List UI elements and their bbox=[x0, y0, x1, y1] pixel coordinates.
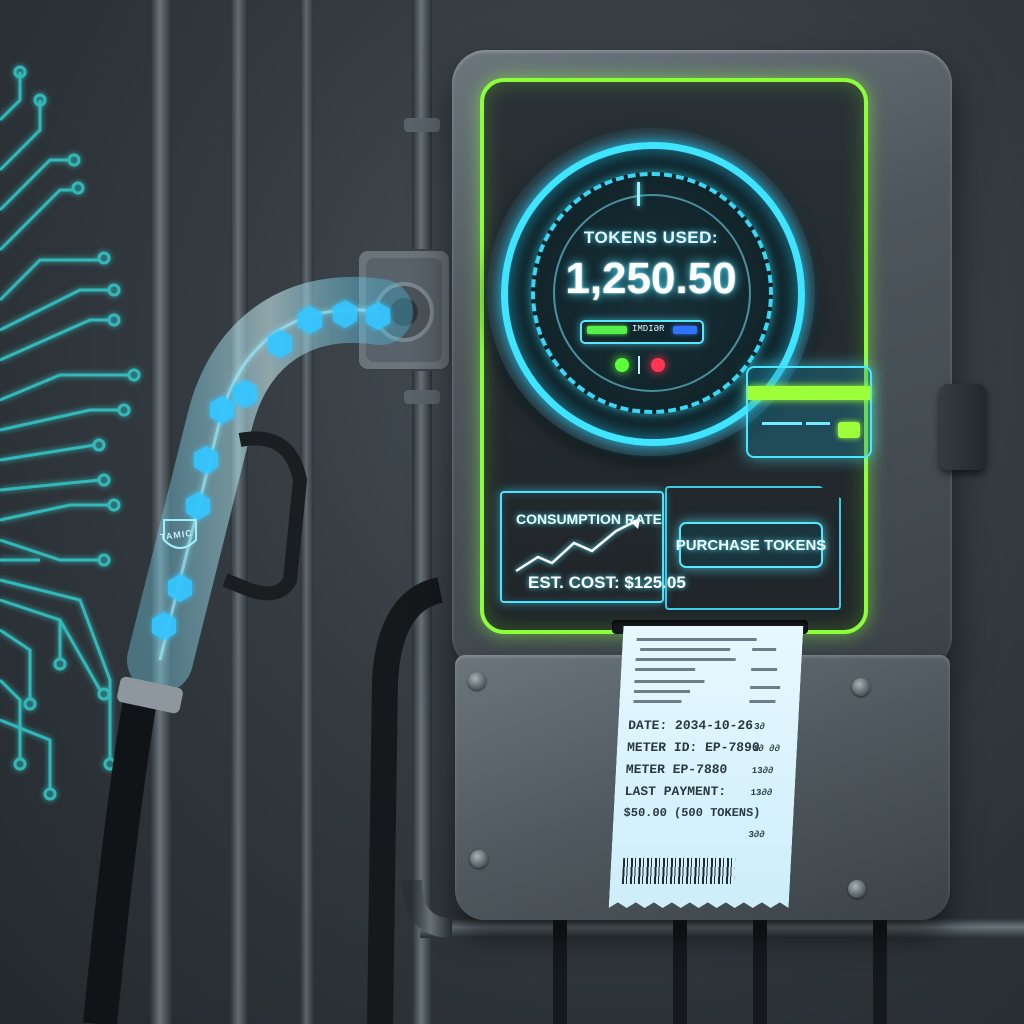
screw-icon bbox=[470, 850, 488, 868]
tokens-used-value: 1,250.50 bbox=[565, 254, 737, 303]
receipt-side-mark: 3∂ bbox=[753, 722, 766, 732]
status-bar-text: IMDIƏR bbox=[632, 324, 665, 334]
gauge-needle bbox=[637, 182, 640, 206]
card-number-line bbox=[762, 422, 802, 425]
receipt-side-mark: 1∂ ∂∂ bbox=[752, 744, 781, 754]
receipt-meter: METER EP-7880 bbox=[625, 762, 728, 777]
status-bar-green bbox=[587, 326, 627, 334]
screw-icon bbox=[468, 672, 486, 690]
purchase-tokens-button[interactable]: PURCHASE TOKENS bbox=[676, 522, 826, 568]
receipt-meter-id: METER ID: EP-7890 bbox=[626, 740, 761, 755]
receipt-side-mark: 13∂∂ bbox=[751, 766, 774, 776]
tokens-used-label: TOKENS USED: bbox=[583, 228, 719, 247]
side-latch bbox=[940, 384, 986, 470]
green-led-icon bbox=[615, 358, 629, 372]
trend-arrow-icon bbox=[515, 517, 641, 573]
consumption-rate-label: CONSUMPTION RATE bbox=[516, 511, 662, 527]
receipt-last-payment-label: LAST PAYMENT: bbox=[624, 784, 727, 799]
gauge-tick-ring bbox=[531, 172, 773, 414]
receipt-date: DATE: 2034-10-26 bbox=[627, 718, 754, 733]
purchase-frame bbox=[665, 486, 841, 610]
receipt-side-mark: 13∂∂ bbox=[750, 788, 773, 798]
receipt-barcode-icon bbox=[622, 858, 735, 884]
gauge-inner-ring bbox=[553, 194, 751, 392]
card-stripe bbox=[748, 386, 870, 400]
led-separator bbox=[638, 356, 640, 374]
card-chip bbox=[838, 422, 860, 438]
screw-icon bbox=[848, 880, 866, 898]
receipt-last-payment-value: $50.00 (500 TOKENS) bbox=[623, 806, 761, 820]
consumption-rate-panel: CONSUMPTION RATE EST. COST: $125.05 bbox=[500, 491, 686, 603]
payment-card-icon[interactable] bbox=[746, 366, 872, 458]
screw-icon bbox=[852, 678, 870, 696]
receipt-side-mark: 3∂∂ bbox=[748, 830, 765, 840]
status-bar-blue bbox=[673, 326, 697, 334]
estimated-cost: EST. COST: $125.05 bbox=[528, 573, 686, 592]
red-led-icon bbox=[651, 358, 665, 372]
status-bar: IMDIƏR bbox=[580, 320, 704, 344]
card-number-line bbox=[806, 422, 830, 425]
receipt: DATE: 2034-10-26 METER ID: EP-7890 METER… bbox=[609, 626, 804, 908]
